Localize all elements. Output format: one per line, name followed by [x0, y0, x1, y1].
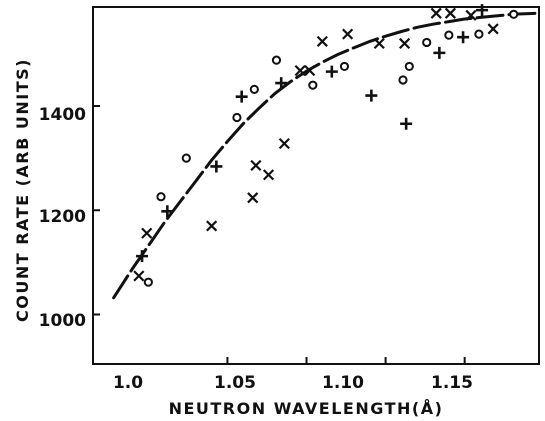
- circle-marker-point-10: [404, 61, 414, 72]
- cross-marker-point-6: [262, 169, 275, 181]
- circle-marker-point-5: [249, 84, 259, 94]
- cross-marker-point-13: [398, 37, 411, 50]
- plus-marker-point-2: [161, 205, 174, 218]
- cross-marker-point-4: [247, 192, 259, 204]
- plus-marker-point-6: [325, 65, 338, 78]
- circle-marker-point-6: [271, 55, 282, 65]
- fit-curve: [112, 11, 538, 300]
- cross-marker-point-11: [342, 28, 354, 40]
- cross-marker-point-10: [316, 35, 328, 47]
- circle-marker-point-14: [509, 9, 519, 19]
- circle-marker-point-8: [339, 61, 350, 72]
- circle-marker-point-9: [398, 75, 408, 85]
- y-axis-label: COUNT RATE (ARB UNITS): [13, 58, 32, 322]
- x-tick-label-3: 1.10: [322, 373, 364, 393]
- cross-marker-point-8: [294, 65, 306, 77]
- plot-frame: [92, 6, 540, 365]
- circle-marker-point-3: [181, 153, 191, 163]
- cross-marker-point-17: [487, 23, 499, 35]
- circle-marker-point-4: [232, 112, 242, 123]
- cross-marker-point-5: [250, 159, 262, 172]
- plus-marker-point-1: [136, 250, 149, 263]
- fit-curve-layer: [112, 11, 538, 300]
- circle-marker-point-13: [474, 29, 484, 39]
- cross-marker-point-14: [430, 7, 442, 19]
- plus-marker-point-3: [210, 160, 223, 173]
- cross-marker-point-7: [278, 137, 290, 150]
- cross-marker-point-15: [444, 7, 457, 19]
- cross-marker-point-1: [133, 270, 145, 282]
- y-tick-label-1: 1000: [39, 311, 86, 331]
- tick-marks-layer: [93, 105, 466, 364]
- cross-marker-point-3: [206, 220, 218, 232]
- cross-marker-point-9: [304, 65, 316, 77]
- y-tick-label-2: 1200: [39, 207, 86, 227]
- circle-marker-point-1: [143, 277, 153, 287]
- plus-marker-point-7: [365, 89, 378, 102]
- circle-marker-point-12: [444, 30, 454, 40]
- cross-marker-point-12: [373, 37, 385, 50]
- circle-marker-point-7: [308, 80, 318, 90]
- plus-marker-point-11: [476, 4, 489, 17]
- cross-marker-point-2: [141, 227, 153, 239]
- plus-marker-point-5: [275, 77, 288, 90]
- plus-marker-point-8: [400, 117, 413, 130]
- x-tick-label-2: 1.05: [214, 373, 256, 393]
- data-points-layer: [133, 4, 519, 287]
- y-tick-label-3: 1400: [39, 105, 86, 125]
- plus-marker-point-10: [457, 31, 470, 44]
- x-tick-label-1: 1.0: [113, 373, 143, 393]
- cross-marker-point-16: [465, 9, 477, 21]
- x-tick-label-4: 1.15: [431, 373, 473, 393]
- circle-marker-point-11: [422, 37, 432, 48]
- circle-marker-point-2: [156, 192, 166, 202]
- plus-marker-point-9: [433, 46, 446, 59]
- plus-marker-point-4: [235, 90, 248, 103]
- x-axis-label: NEUTRON WAVELENGTH(Å): [169, 399, 444, 418]
